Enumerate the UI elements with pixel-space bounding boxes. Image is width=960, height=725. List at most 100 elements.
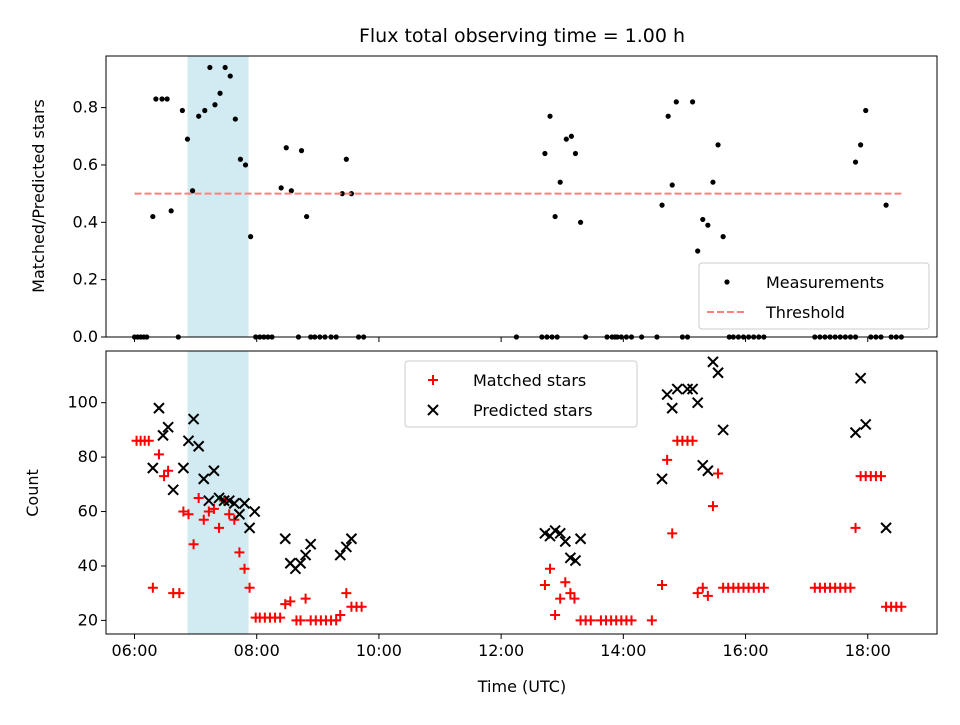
bottom-axes-frame — [105, 350, 938, 635]
legend-entry-label: Matched stars — [473, 371, 586, 390]
predicted-stars-point — [559, 535, 571, 548]
measurement-point — [227, 73, 233, 79]
predicted-stars-point — [554, 527, 566, 540]
legend-predicted-swatch — [427, 404, 439, 416]
matched-stars-point — [214, 522, 225, 533]
matched-stars-point — [159, 471, 170, 482]
matched-stars-point — [331, 615, 342, 626]
matched-stars-point — [198, 514, 209, 525]
predicted-stars-point — [656, 473, 668, 485]
measurement-point — [852, 159, 859, 165]
measurement-point — [552, 213, 558, 220]
predicted-stars-point — [334, 549, 346, 561]
matched-stars-point — [341, 588, 352, 599]
measurement-point — [207, 64, 213, 71]
measurement-point — [150, 213, 156, 220]
bottom-highlight-span — [187, 351, 249, 634]
predicted-stars-point — [681, 383, 694, 395]
predicted-stars-point — [228, 497, 241, 510]
matched-stars-point — [178, 506, 189, 517]
measurement-point — [343, 156, 349, 162]
legend-box — [404, 360, 638, 428]
top-y-tick-label: 0.0 — [73, 327, 98, 346]
legend-entry-label: Threshold — [765, 303, 845, 322]
matched-stars-point — [239, 563, 250, 574]
predicted-stars-point — [233, 508, 246, 520]
measurement-point — [863, 107, 869, 114]
matched-stars-point — [850, 522, 861, 533]
measurement-point — [659, 202, 665, 208]
predicted-stars-point — [702, 465, 714, 477]
predicted-stars-point — [182, 435, 195, 447]
matched-stars-point — [229, 514, 240, 525]
measurement-point — [572, 150, 579, 157]
matched-stars-point — [275, 612, 286, 623]
measurement-point — [339, 191, 345, 197]
measurement-point — [222, 64, 228, 71]
measurement-point — [689, 99, 696, 105]
predicted-stars-point — [304, 538, 317, 550]
predicted-stars-point — [661, 388, 673, 401]
top-axes-frame — [105, 55, 938, 338]
measurement-point — [665, 113, 671, 119]
measurement-point — [164, 96, 170, 102]
predicted-stars-point — [574, 533, 587, 545]
matched-stars-point — [550, 609, 561, 620]
measurement-point — [237, 156, 244, 162]
matched-stars-point — [193, 492, 204, 503]
measurement-point — [720, 234, 726, 240]
predicted-stars-point — [279, 533, 291, 545]
predicted-stars-point — [218, 494, 230, 507]
x-tick-label: 18:00 — [845, 641, 891, 660]
matched-stars-point — [692, 588, 703, 599]
predicted-stars-point — [671, 383, 684, 395]
matched-stars-point — [300, 593, 311, 604]
matched-stars-point — [896, 601, 907, 612]
measurement-point — [217, 90, 223, 96]
top-y-tick-label: 0.2 — [73, 270, 98, 289]
measurement-point — [283, 145, 289, 151]
matched-stars-point — [687, 435, 698, 446]
matched-stars-point — [585, 615, 596, 626]
top-y-tick-label: 0.4 — [73, 212, 98, 231]
legend-entry-label: Predicted stars — [473, 401, 593, 420]
matched-stars-point — [163, 465, 174, 476]
measurement-point — [153, 96, 159, 102]
matched-stars-point — [702, 590, 713, 601]
legend-entry-label: Measurements — [766, 273, 884, 292]
matched-stars-point — [758, 582, 769, 593]
measurement-point — [695, 248, 701, 254]
matched-stars-point — [539, 580, 550, 591]
measurement-point — [278, 185, 284, 191]
predicted-stars-point — [691, 396, 704, 409]
bottom-y-tick-label: 40 — [78, 556, 98, 575]
measurement-point — [196, 113, 202, 119]
x-tick-label: 08:00 — [234, 641, 280, 660]
predicted-stars-point — [177, 462, 190, 474]
predicted-stars-point — [248, 505, 261, 518]
matched-stars-point — [662, 454, 673, 465]
x-axis-label: Time (UTC) — [477, 677, 566, 696]
predicted-stars-point — [707, 356, 719, 368]
predicted-stars-point — [187, 413, 200, 425]
measurement-point — [248, 234, 254, 240]
top-panel: 0.0 0.2 0.4 0.6 0.8 Measurements Threshold — [73, 55, 938, 346]
measurement-point — [159, 96, 165, 102]
measurement-point — [212, 102, 218, 108]
bottom-series-matched-stars — [131, 435, 907, 626]
chart-title: Flux total observing time = 1.00 h — [359, 25, 685, 47]
matched-stars-point — [555, 593, 566, 604]
matched-stars-point — [244, 582, 255, 593]
matched-stars-point — [697, 582, 708, 593]
matched-stars-point — [143, 435, 154, 446]
bottom-panel: 20 40 60 80 100 06:00 08:00 10:00 12:00 14:00 16:0… — [67, 350, 938, 660]
matched-stars-point — [174, 588, 185, 599]
matched-stars-point — [713, 468, 724, 479]
matched-stars-point — [153, 449, 164, 460]
predicted-stars-point — [340, 541, 353, 553]
bottom-y-tick-label: 100 — [67, 393, 98, 412]
legend-matched-swatch — [428, 375, 438, 385]
top-y-axis-label: Matched/Predicted stars — [29, 99, 48, 293]
matched-stars-point — [147, 582, 158, 593]
